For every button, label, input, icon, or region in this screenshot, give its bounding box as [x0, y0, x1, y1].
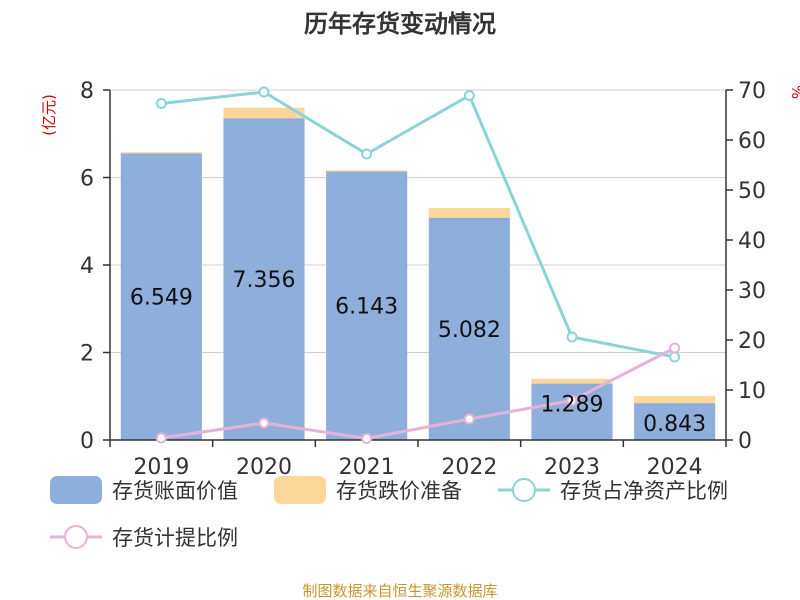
- right-axis-tick-label: 20: [738, 329, 766, 354]
- left-axis-tick-label: 6: [80, 167, 94, 192]
- series-point: [361, 433, 373, 444]
- right-axis-tick-label: 30: [738, 279, 766, 304]
- bar: [120, 153, 202, 440]
- legend-label: 存货占净资产比例: [560, 479, 728, 503]
- bar: [634, 403, 716, 440]
- bar: [223, 118, 305, 441]
- legend-label: 存货账面价值: [112, 479, 238, 503]
- legend-label: 存货跌价准备: [336, 479, 462, 503]
- series-line: [161, 346, 676, 441]
- bar: [326, 170, 408, 172]
- legend-marker: [512, 478, 536, 502]
- bar: [531, 378, 613, 384]
- grid: [110, 89, 726, 441]
- right-axis-tick-label: 0: [738, 429, 752, 454]
- x-axis-tick-label: 2021: [339, 455, 395, 480]
- x-axis-tick-label: 2023: [544, 455, 600, 480]
- bar-value-label: 6.549: [130, 286, 193, 311]
- bar: [428, 217, 510, 440]
- left-axis-tick-label: 4: [80, 254, 94, 279]
- bars: [120, 107, 716, 441]
- bar: [634, 396, 716, 404]
- bar: [223, 107, 305, 119]
- bar-value-label: 0.843: [643, 412, 706, 437]
- bar: [428, 208, 510, 218]
- series-point: [155, 432, 167, 444]
- series-point: [463, 413, 475, 425]
- series-line: [161, 90, 675, 359]
- right-axis-unit: %: [788, 85, 800, 99]
- series-point: [566, 331, 578, 343]
- left-axis-tick-label: 0: [80, 429, 94, 454]
- x-axis-tick-label: 2024: [647, 455, 703, 480]
- series-point: [463, 90, 475, 101]
- series-point: [258, 86, 270, 98]
- x-axis-tick-label: 2020: [236, 455, 292, 480]
- legend-marker: [64, 525, 88, 549]
- series-point: [566, 395, 578, 406]
- bar-value-label: 5.082: [438, 318, 501, 343]
- right-axis-tick-label: 40: [738, 229, 766, 254]
- x-axis-tick-label: 2022: [441, 455, 497, 480]
- series-point: [155, 98, 167, 109]
- axes: 0 2 4 6 8 0 10 20 30 40 50 60 70 2019 2020 2021 2022 2023…: [80, 79, 766, 480]
- series-point: [669, 351, 681, 363]
- source-note: 制图数据来自恒生聚源数据库: [302, 582, 497, 600]
- bar-value-label: 1.289: [541, 393, 604, 418]
- lines: [155, 86, 681, 444]
- legend-label: 存货计提比例: [112, 526, 238, 550]
- legend-swatch: [274, 476, 326, 504]
- bar: [531, 383, 613, 440]
- series-point: [361, 148, 373, 160]
- right-axis-tick-label: 70: [738, 79, 766, 104]
- bar-value-label: 7.356: [233, 268, 296, 293]
- left-axis-unit: (亿元): [40, 94, 58, 136]
- x-axis-tick-label: 2019: [133, 455, 189, 480]
- data-labels: 6.549 7.356 6.143 5.082 1.289 0.843: [130, 268, 706, 437]
- series-point: [669, 342, 681, 354]
- chart-title: 历年存货变动情况: [304, 10, 496, 38]
- right-axis-tick-label: 60: [738, 129, 766, 154]
- left-axis-tick-label: 2: [80, 342, 94, 367]
- bar: [326, 171, 408, 440]
- legend-swatch: [50, 476, 102, 504]
- bar: [120, 152, 202, 154]
- bar-value-label: 6.143: [335, 295, 398, 320]
- right-axis-tick-label: 10: [738, 379, 766, 404]
- right-axis-tick-label: 50: [738, 179, 766, 204]
- series-point: [258, 417, 270, 429]
- left-axis-tick-label: 8: [80, 79, 94, 104]
